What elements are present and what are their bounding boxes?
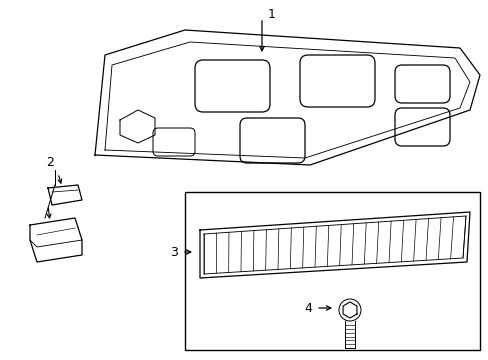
Text: 1: 1 bbox=[267, 8, 275, 21]
Text: 2: 2 bbox=[46, 157, 54, 170]
Text: 3: 3 bbox=[170, 246, 178, 258]
Text: 4: 4 bbox=[304, 302, 311, 315]
Bar bbox=[184, 192, 479, 350]
